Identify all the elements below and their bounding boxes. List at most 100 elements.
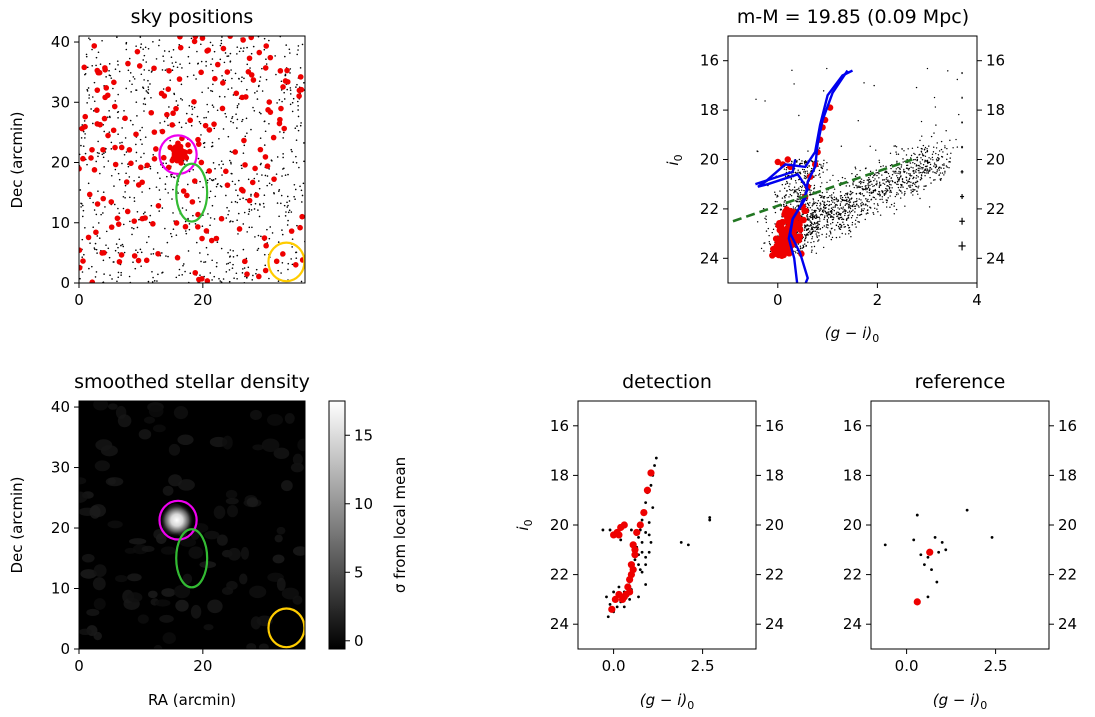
cmd-field-star [886, 201, 888, 204]
cmd-field-star [910, 192, 912, 194]
sky-field-star [80, 144, 82, 147]
det-field-star [633, 558, 637, 562]
cmd-field-star [958, 113, 960, 116]
cmd-field-star [919, 171, 922, 174]
cmd-field-star [901, 180, 904, 183]
sky-field-star [124, 191, 126, 193]
cmd-field-star [848, 205, 850, 208]
sky-member-star [191, 178, 198, 184]
det-field-star [686, 543, 690, 547]
cmd-field-star [888, 188, 891, 190]
sky-field-star [128, 176, 131, 178]
sky-cluster-star [177, 143, 184, 150]
x-tick-label: 20 [193, 291, 212, 309]
sky-field-star [218, 137, 220, 140]
sky-field-star [129, 119, 132, 122]
sky-field-star [100, 213, 102, 216]
cmd-field-star [864, 204, 866, 206]
cmd-field-star [824, 215, 826, 217]
cmd-field-star [858, 192, 861, 195]
det-field-star [644, 531, 648, 534]
sky-field-star [122, 207, 125, 210]
cmd-field-star [794, 180, 797, 182]
cmd-field-star [806, 166, 809, 169]
sky-member-star [189, 199, 196, 205]
sky-member-star [160, 154, 167, 161]
sky-field-star [167, 255, 169, 258]
cmd-field-star [836, 200, 838, 203]
cmd-field-star [851, 221, 854, 224]
sky-field-star [199, 200, 201, 203]
cmd-field-star [799, 171, 801, 173]
sky-field-star [285, 211, 287, 213]
x-tick-label: 2.5 [984, 657, 1008, 675]
ref-field-star [944, 548, 948, 552]
sky-field-star [195, 78, 197, 80]
cmd-field-star [886, 176, 888, 179]
cmd-field-star [912, 177, 914, 180]
sky-field-star [230, 69, 232, 71]
cmd-field-star [797, 198, 800, 200]
sky-field-star [138, 176, 140, 179]
det-field-star [640, 518, 644, 522]
sky-field-star [179, 63, 181, 65]
sky-field-star [135, 101, 138, 103]
cmd-field-star [931, 153, 934, 155]
cmd-field-star [869, 184, 871, 187]
cmd-field-star [933, 132, 935, 134]
sky-member-star [112, 144, 118, 151]
sky-field-star [290, 211, 293, 213]
cmd-field-star [830, 194, 833, 196]
cmd-field-star [908, 169, 910, 171]
sky-field-star [248, 210, 251, 213]
cmd-field-star [894, 170, 896, 173]
density-noise-blob [190, 604, 202, 619]
colorbar-label: σ from local mean [391, 457, 409, 593]
cmd-field-star [940, 167, 942, 169]
cmd-field-star [803, 177, 806, 179]
cmd-field-star [856, 173, 858, 176]
cmd-field-star [839, 195, 842, 197]
cmd-field-star [872, 196, 874, 198]
cmd-field-star [906, 164, 909, 166]
cmd-field-star [854, 166, 856, 168]
sky-field-star [220, 42, 223, 45]
cmd-field-star [908, 186, 911, 188]
cmd-field-star [896, 192, 898, 194]
cmd-field-star [852, 191, 854, 194]
cmd-field-star [854, 175, 857, 178]
sky-field-star [245, 198, 247, 201]
cmd-field-star [833, 188, 836, 190]
sky-field-star [102, 156, 105, 159]
sky-field-star [143, 98, 146, 100]
cmd-field-star [825, 211, 827, 214]
cmd-field-star [821, 200, 824, 202]
cmd-field-star [854, 207, 856, 210]
sky-field-star [243, 267, 246, 269]
sky-member-star [159, 128, 166, 135]
sky-member-star [135, 257, 142, 264]
ref-field-star [933, 536, 937, 539]
cmd-field-star [783, 187, 786, 189]
sky-field-star [240, 47, 242, 50]
cmd-field-star [772, 228, 775, 231]
sky-field-star [90, 108, 92, 110]
cmd-member-star [769, 252, 776, 259]
sky-field-star [258, 180, 260, 182]
cmd-field-star [774, 223, 776, 225]
cmd-field-star [765, 218, 767, 221]
sky-field-star [109, 74, 112, 77]
cmd-field-star [816, 215, 818, 217]
sky-field-star [220, 39, 223, 42]
sky-field-star [232, 263, 234, 266]
cmd-field-star [765, 230, 768, 232]
reference-title: reference [915, 371, 1006, 393]
sky-field-star [171, 69, 174, 72]
density-noise-blob [168, 443, 181, 456]
cmd-field-star [861, 187, 863, 190]
sky-field-star [259, 137, 262, 139]
cmd-field-star [933, 96, 936, 99]
density-noise-blob [297, 438, 305, 452]
cmd-field-star [868, 178, 871, 181]
density-noise-blob [86, 608, 100, 617]
